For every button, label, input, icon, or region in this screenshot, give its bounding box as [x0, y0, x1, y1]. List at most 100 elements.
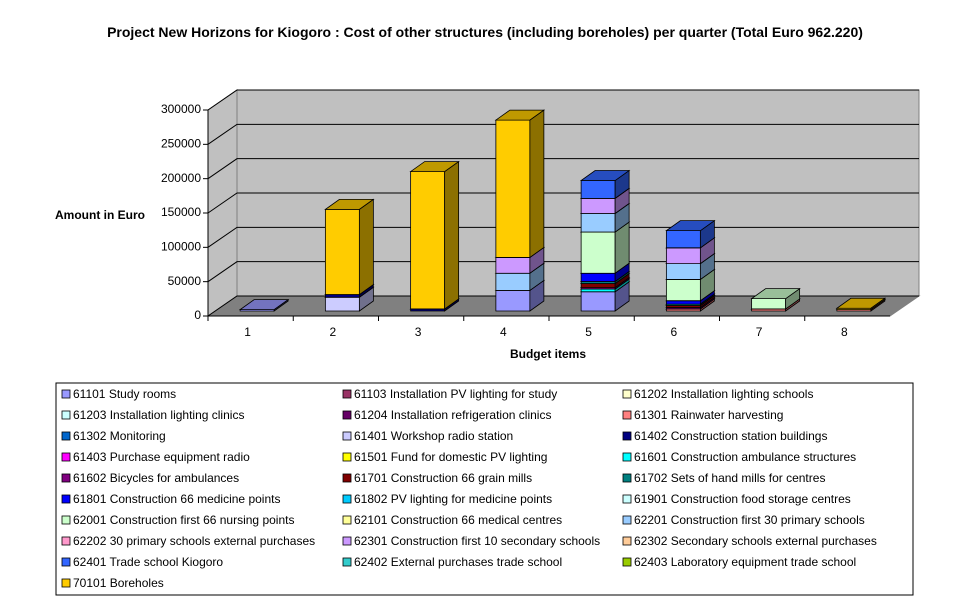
legend-swatch	[342, 431, 352, 441]
legend-label: 61801 Construction 66 medicine points	[73, 492, 280, 506]
bar-segment	[579, 169, 631, 200]
legend-swatch	[342, 557, 352, 567]
legend-swatch	[622, 494, 632, 504]
legend-label: 61401 Workshop radio station	[354, 429, 513, 443]
bar-front	[495, 289, 531, 312]
bar-top	[238, 299, 290, 311]
bar-side	[358, 198, 374, 296]
bar-segment	[494, 109, 546, 259]
bar-segment	[324, 198, 375, 296]
x-tick-label: 6	[671, 325, 678, 339]
grid-line	[207, 192, 919, 214]
legend-label: 61701 Construction 66 grain mills	[354, 471, 532, 485]
legend-swatch	[61, 431, 71, 441]
bar-segment	[409, 160, 460, 310]
legend-swatch	[622, 473, 632, 483]
y-tick-label: 300000	[161, 102, 201, 116]
bar-front	[495, 272, 531, 291]
x-tick-label: 5	[585, 325, 592, 339]
legend-label: 62302 Secondary schools external purchas…	[634, 534, 877, 548]
bar-top	[750, 288, 801, 300]
bar-front	[580, 291, 616, 312]
x-tick-label: 4	[500, 325, 507, 339]
x-tick-label: 8	[841, 325, 848, 339]
bar-front	[324, 294, 360, 298]
legend-swatch	[342, 452, 352, 462]
bar-side	[529, 109, 545, 259]
legend-label: 61402 Construction station buildings	[634, 429, 827, 443]
grid-line	[207, 158, 919, 180]
legend-swatch	[342, 536, 352, 546]
legend-label: 61802 PV lighting for medicine points	[354, 492, 552, 506]
legend-swatch	[342, 494, 352, 504]
legend-swatch	[61, 389, 71, 399]
bar-front	[580, 213, 616, 233]
bar-front	[495, 119, 531, 258]
legend-swatch	[342, 389, 352, 399]
bar-front	[495, 257, 531, 274]
bar-segment	[835, 297, 887, 311]
y-tick-label: 100000	[161, 240, 201, 254]
bar-front	[324, 208, 360, 295]
bar-front	[580, 180, 616, 199]
bar-front	[665, 279, 701, 302]
legend-label: 62101 Construction 66 medical centres	[354, 513, 562, 527]
legend-label: 62403 Laboratory equipment trade school	[634, 555, 856, 569]
legend-label: 61103 Installation PV lighting for study	[354, 387, 557, 401]
bar-front	[580, 272, 616, 282]
legend-box	[55, 382, 914, 596]
legend-swatch	[61, 494, 71, 504]
bar-front	[665, 263, 701, 280]
legend-label: 70101 Boreholes	[73, 576, 164, 590]
legend-label: 61202 Installation lighting schools	[634, 387, 813, 401]
bar-segment	[238, 298, 290, 312]
bar-side	[444, 160, 460, 310]
legend-swatch	[342, 410, 352, 420]
bar-front	[580, 197, 616, 214]
legend-label: 61501 Fund for domestic PV lighting	[354, 450, 547, 464]
bar-front	[410, 171, 446, 310]
legend-swatch	[61, 515, 71, 525]
legend-label: 61702 Sets of hand mills for centres	[634, 471, 825, 485]
bar-front	[324, 296, 360, 312]
bar-front	[665, 247, 701, 265]
y-tick-label: 250000	[161, 137, 201, 151]
bar-front	[751, 298, 787, 310]
legend-swatch	[622, 557, 632, 567]
legend-label: 61601 Construction ambulance structures	[634, 450, 856, 464]
bar-top	[409, 161, 460, 173]
legend-swatch	[622, 389, 632, 399]
x-tick-label: 1	[244, 325, 251, 339]
legend-label: 61203 Installation lighting clinics	[73, 408, 244, 422]
bar-front	[665, 300, 701, 305]
grid-line	[207, 123, 919, 145]
y-tick-label: 0	[194, 308, 201, 322]
bar-top	[835, 297, 887, 309]
y-tick-label: 150000	[161, 205, 201, 219]
bar-top	[579, 170, 631, 181]
legend-swatch	[61, 452, 71, 462]
legend-swatch	[61, 578, 71, 588]
x-axis-title: Budget items	[510, 347, 586, 361]
y-tick-label: 200000	[161, 171, 201, 185]
bar-front	[580, 231, 616, 274]
legend-swatch	[622, 410, 632, 420]
legend-swatch	[61, 557, 71, 567]
bar-front	[580, 283, 616, 289]
grid-line	[207, 89, 919, 111]
legend-label: 61302 Monitoring	[73, 429, 166, 443]
x-tick-label: 7	[756, 325, 763, 339]
legend-swatch	[61, 410, 71, 420]
y-axis-title: Amount in Euro	[55, 208, 145, 222]
legend-label: 62401 Trade school Kiogoro	[73, 555, 223, 569]
bar-front	[580, 288, 616, 293]
legend-swatch	[622, 536, 632, 546]
bar-segment	[665, 219, 716, 249]
x-tick-label: 3	[415, 325, 422, 339]
legend-label: 61101 Study rooms	[73, 387, 176, 401]
bar-top	[665, 220, 716, 232]
legend-label: 62202 30 primary schools external purcha…	[73, 534, 315, 548]
legend-swatch	[622, 431, 632, 441]
